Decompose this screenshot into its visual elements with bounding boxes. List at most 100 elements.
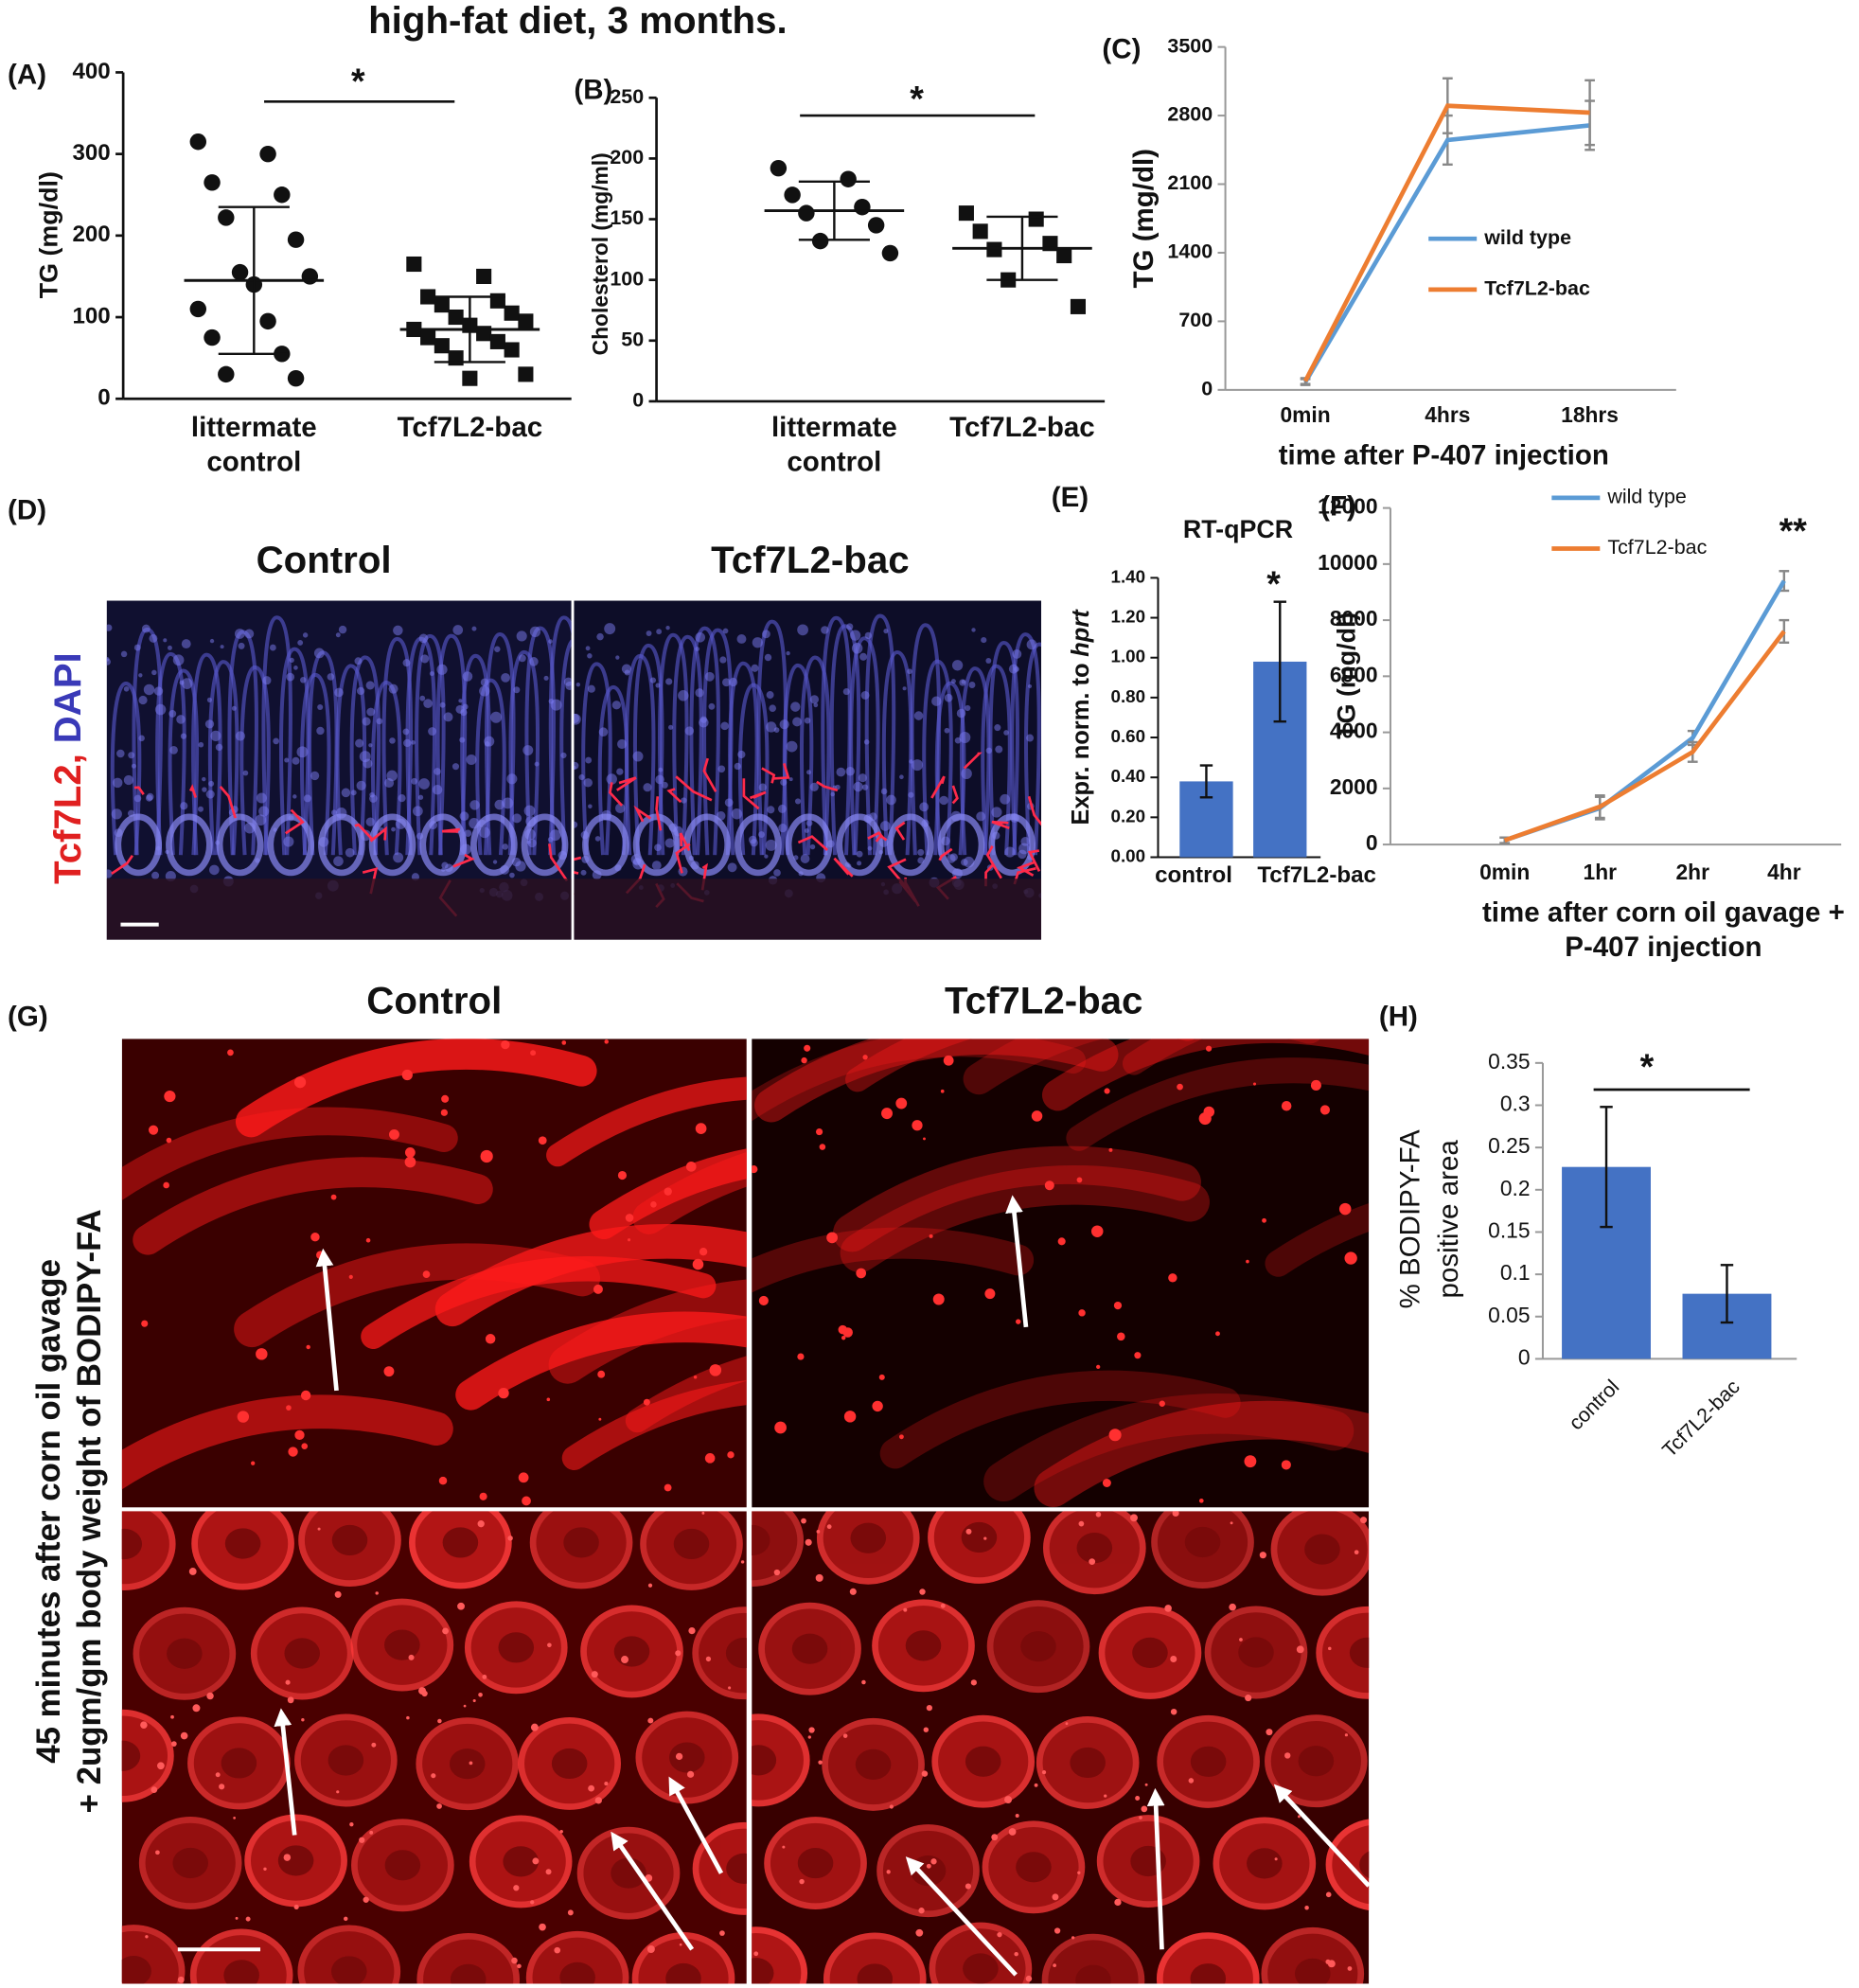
- droplet: [664, 1187, 672, 1196]
- villus: [548, 615, 572, 856]
- nucleus: [464, 829, 472, 838]
- nucleus: [490, 711, 503, 723]
- nucleus: [479, 685, 490, 697]
- nucleus: [899, 774, 904, 780]
- droplet: [469, 1761, 473, 1766]
- nucleus: [338, 625, 347, 634]
- nucleus: [509, 872, 515, 879]
- nucleus: [857, 861, 862, 866]
- villus-core: [328, 1745, 364, 1776]
- nucleus: [145, 794, 153, 802]
- nucleus: [327, 673, 335, 681]
- crypt: [470, 813, 518, 877]
- nucleus: [956, 708, 966, 719]
- droplet: [511, 1957, 518, 1964]
- nucleus: [621, 664, 632, 674]
- y-tick-label: 1.20: [1111, 607, 1146, 627]
- nucleus: [809, 782, 819, 791]
- y-tick-label: 0.25: [1488, 1133, 1530, 1158]
- villus-cross: [1156, 1932, 1260, 1984]
- y-axis-label: Cholesterol (mg/ml): [588, 152, 612, 355]
- droplet: [701, 1511, 705, 1515]
- villus-core: [223, 1960, 259, 1984]
- point: [218, 365, 235, 383]
- point: [448, 350, 464, 366]
- x-tick-label: 18hrs: [1561, 402, 1619, 427]
- droplet: [1135, 1795, 1141, 1801]
- nucleus: [587, 684, 595, 693]
- droplet: [686, 1770, 695, 1778]
- nucleus: [736, 634, 747, 644]
- nucleus: [459, 737, 466, 743]
- red-signal: [284, 808, 305, 835]
- nucleus: [128, 752, 135, 759]
- droplet: [597, 1370, 606, 1378]
- x-tick-label: littermate: [771, 412, 897, 443]
- droplet: [148, 1125, 159, 1135]
- nucleus: [764, 653, 772, 662]
- droplet: [604, 1039, 609, 1044]
- droplet: [180, 1731, 188, 1740]
- droplet: [1164, 1605, 1172, 1612]
- nucleus: [596, 632, 604, 641]
- nucleus: [269, 644, 276, 651]
- nucleus: [154, 703, 167, 716]
- droplet: [1016, 1319, 1021, 1324]
- nucleus: [411, 777, 418, 785]
- red-signal: [616, 776, 637, 791]
- nucleus: [420, 654, 430, 664]
- nucleus: [512, 813, 522, 824]
- droplet: [287, 1696, 294, 1704]
- droplet: [150, 1786, 158, 1793]
- nucleus: [766, 721, 777, 733]
- droplet: [1205, 1045, 1213, 1052]
- crypt: [318, 813, 365, 877]
- nucleus: [168, 710, 177, 718]
- nucleus: [522, 745, 534, 756]
- villus-cross: [1041, 1933, 1145, 1984]
- droplet: [567, 1909, 574, 1916]
- nucleus: [995, 745, 1003, 754]
- red-signal: [991, 820, 1010, 830]
- villus-core: [172, 1847, 208, 1879]
- nucleus: [813, 702, 819, 708]
- droplet: [940, 1089, 945, 1093]
- droplet: [442, 1627, 450, 1635]
- crypt: [419, 813, 468, 877]
- droplet: [818, 1760, 823, 1765]
- villus-core: [963, 1953, 999, 1984]
- droplet: [561, 1040, 567, 1045]
- villus-band: [589, 1148, 747, 1240]
- villus-core: [1359, 1851, 1370, 1878]
- y-tick-label: 1400: [1167, 240, 1213, 263]
- arrow: [274, 1708, 297, 1836]
- nucleus: [664, 838, 675, 848]
- nucleus: [931, 696, 942, 706]
- point: [189, 300, 207, 318]
- droplet: [1095, 1512, 1102, 1518]
- point: [406, 256, 422, 273]
- nucleus: [758, 831, 765, 839]
- villus: [435, 633, 468, 856]
- nucleus: [289, 657, 294, 663]
- droplet: [646, 1945, 655, 1954]
- droplet: [389, 1128, 399, 1140]
- red-signal: [111, 855, 134, 875]
- point: [840, 170, 857, 187]
- droplet: [930, 1858, 937, 1865]
- nucleus: [181, 678, 193, 689]
- droplet: [1053, 1963, 1056, 1968]
- y-axis-label: TG (mg/dl): [35, 171, 63, 298]
- nucleus: [181, 639, 191, 649]
- point: [420, 329, 436, 346]
- droplet: [801, 1518, 806, 1524]
- point: [462, 370, 478, 386]
- droplet: [1170, 1655, 1177, 1663]
- droplet: [926, 1705, 932, 1712]
- y-axis-label-text: TG (mg/dl): [1128, 149, 1160, 288]
- droplet: [1172, 1511, 1179, 1518]
- nucleus: [548, 639, 553, 644]
- nucleus: [585, 646, 591, 651]
- villus-band: [1066, 1057, 1370, 1151]
- droplet: [965, 1883, 971, 1890]
